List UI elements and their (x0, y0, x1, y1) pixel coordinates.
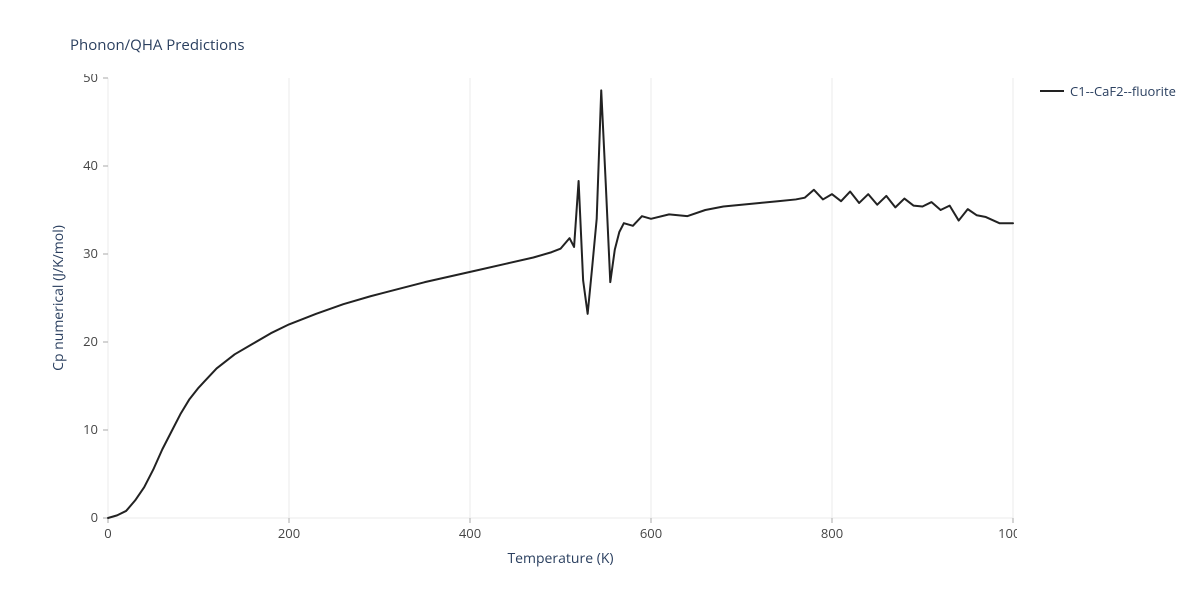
svg-text:Temperature (K): Temperature (K) (507, 549, 613, 568)
plot-area[interactable]: 0200400600800100001020304050Temperature … (108, 78, 1017, 578)
svg-text:20: 20 (83, 332, 98, 350)
legend-label: C1--CaF2--fluorite (1070, 82, 1176, 100)
svg-text:1000: 1000 (998, 524, 1017, 542)
chart-container: Phonon/QHA Predictions C1--CaF2--fluorit… (0, 0, 1200, 600)
svg-text:Cp numerical (J/K/mol): Cp numerical (J/K/mol) (49, 225, 68, 371)
svg-text:10: 10 (83, 420, 98, 438)
svg-text:600: 600 (640, 524, 662, 542)
svg-text:40: 40 (83, 156, 98, 174)
svg-text:800: 800 (821, 524, 843, 542)
chart-title: Phonon/QHA Predictions (70, 35, 245, 55)
svg-text:50: 50 (83, 74, 98, 86)
svg-text:0: 0 (91, 508, 98, 526)
legend[interactable]: C1--CaF2--fluorite (1040, 82, 1176, 100)
svg-text:200: 200 (278, 524, 300, 542)
svg-text:30: 30 (83, 244, 98, 262)
svg-text:0: 0 (104, 524, 111, 542)
legend-swatch (1040, 90, 1064, 92)
svg-text:400: 400 (459, 524, 481, 542)
series-line[interactable] (108, 90, 1013, 518)
